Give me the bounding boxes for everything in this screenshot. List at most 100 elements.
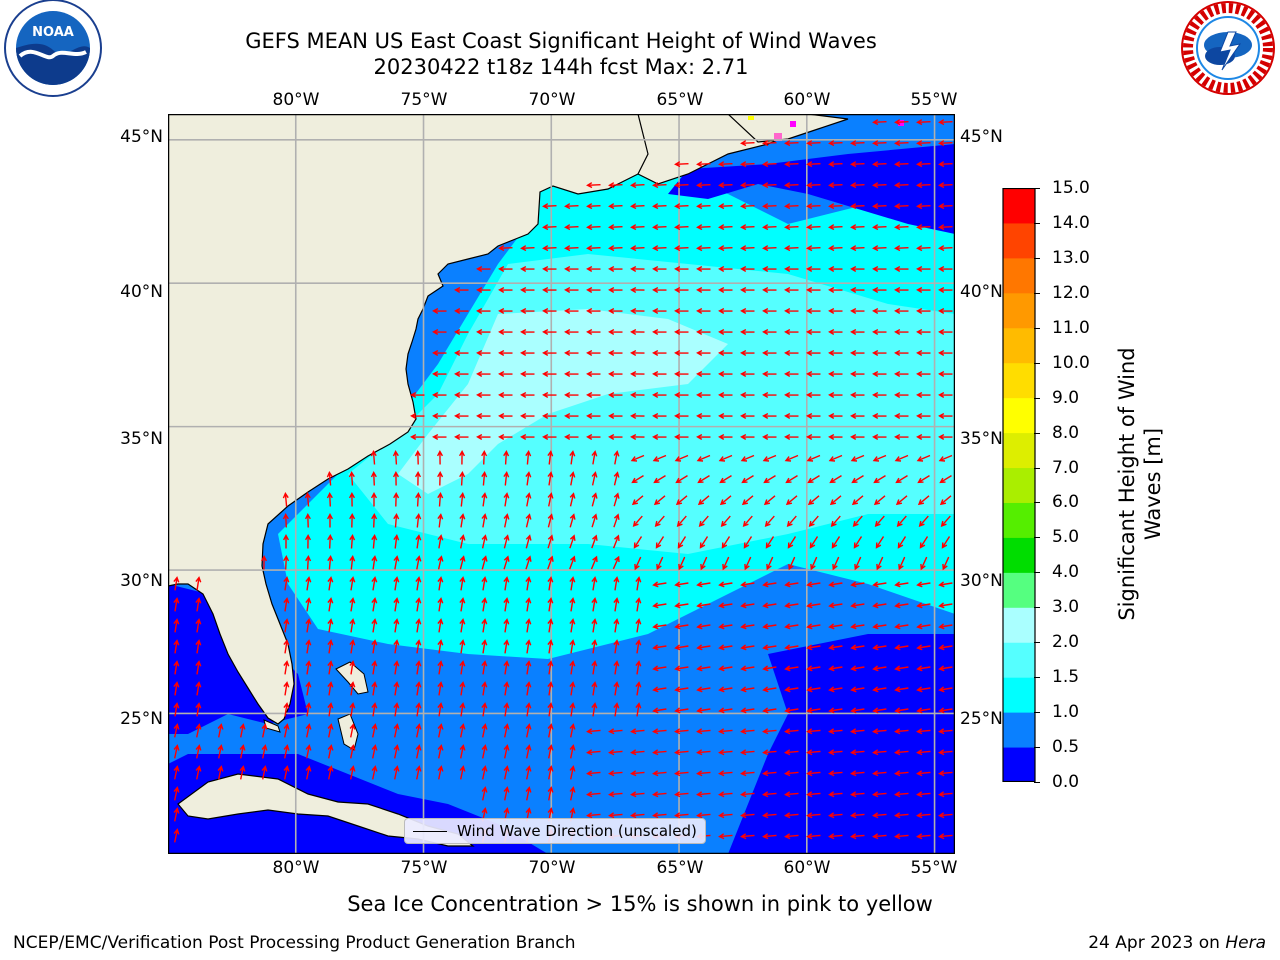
wind-wave-arrow <box>762 812 777 819</box>
colorbar-tick-mark <box>1034 677 1040 679</box>
wind-wave-arrow <box>872 203 887 210</box>
wind-wave-arrow <box>916 644 931 651</box>
wind-wave-arrow <box>283 681 290 696</box>
colorbar-tick-mark <box>1034 188 1040 189</box>
wind-wave-arrow <box>894 454 909 462</box>
wind-wave-arrow <box>938 224 953 231</box>
wind-wave-arrow <box>763 495 776 506</box>
wind-wave-arrow <box>696 707 711 714</box>
wind-wave-arrow <box>481 492 488 507</box>
wind-wave-arrow <box>718 307 733 315</box>
wind-wave-arrow <box>476 370 491 378</box>
wind-wave-arrow <box>762 602 777 609</box>
wind-wave-arrow <box>503 786 510 801</box>
wind-wave-arrow <box>371 681 378 696</box>
wind-wave-arrow <box>547 786 554 801</box>
wind-wave-arrow <box>261 744 268 759</box>
wind-wave-arrow <box>613 450 620 465</box>
wind-wave-arrow <box>173 681 180 696</box>
wind-wave-arrow <box>894 833 909 840</box>
wind-wave-arrow <box>608 812 623 819</box>
wind-wave-arrow <box>916 454 931 462</box>
wind-wave-arrow <box>652 812 667 819</box>
wind-wave-arrow <box>195 618 202 633</box>
wind-wave-arrow <box>520 433 535 441</box>
wind-wave-arrow <box>613 702 620 717</box>
wind-wave-arrow <box>916 623 931 630</box>
wind-wave-arrow <box>586 203 601 210</box>
wind-wave-arrow <box>630 265 645 273</box>
wind-wave-arrow <box>916 307 931 315</box>
wind-wave-arrow <box>872 224 887 231</box>
wind-wave-arrow <box>393 576 400 591</box>
wind-wave-arrow <box>503 618 510 633</box>
wind-wave-arrow <box>828 728 843 735</box>
wind-wave-arrow <box>806 833 821 840</box>
wind-wave-arrow <box>414 450 421 465</box>
wind-wave-arrow <box>370 492 378 507</box>
wind-wave-arrow <box>850 307 865 315</box>
wind-wave-arrow <box>828 245 843 252</box>
wind-wave-arrow <box>239 744 246 759</box>
wind-wave-arrow <box>850 728 865 735</box>
wind-wave-arrow <box>674 602 689 609</box>
wind-wave-arrow <box>283 702 290 717</box>
wind-wave-arrow <box>742 515 753 527</box>
wind-wave-arrow <box>828 581 843 588</box>
wind-wave-arrow <box>436 450 444 465</box>
wind-wave-arrow <box>498 349 513 357</box>
map-legend: Wind Wave Direction (unscaled) <box>404 818 706 844</box>
wind-wave-arrow <box>740 265 755 273</box>
wind-wave-arrow <box>939 495 952 506</box>
wind-wave-arrow <box>850 623 865 630</box>
wind-wave-arrow <box>872 286 887 294</box>
wind-wave-arrow <box>696 581 711 588</box>
wind-wave-arrow <box>437 660 444 675</box>
wind-wave-arrow <box>630 812 645 819</box>
wind-wave-arrow <box>525 471 532 486</box>
wind-wave-arrow <box>916 265 931 273</box>
wind-wave-arrow <box>608 728 623 735</box>
wind-wave-arrow <box>503 765 510 780</box>
wind-wave-arrow <box>810 556 818 571</box>
wind-wave-arrow <box>938 454 953 462</box>
wind-wave-arrow <box>696 245 711 252</box>
wind-wave-arrow <box>851 475 864 484</box>
wind-wave-arrow <box>481 450 488 465</box>
wind-wave-arrow <box>608 307 623 315</box>
wind-wave-arrow <box>608 286 623 294</box>
sea-ice <box>790 121 796 127</box>
wind-wave-arrow <box>784 391 799 399</box>
wind-wave-arrow <box>305 681 312 696</box>
wind-wave-arrow <box>635 576 642 591</box>
wind-wave-arrow <box>696 286 711 294</box>
wind-wave-arrow <box>547 618 554 633</box>
wind-wave-arrow <box>481 513 488 528</box>
wind-wave-arrow <box>525 639 532 654</box>
wind-wave-arrow <box>894 286 909 294</box>
wind-wave-arrow <box>696 349 711 357</box>
lat-tick-left: 40°N <box>120 282 163 302</box>
wind-wave-arrow <box>784 328 799 336</box>
wind-wave-arrow <box>520 286 535 294</box>
wind-wave-arrow <box>454 433 469 441</box>
wind-wave-arrow <box>564 307 579 315</box>
wind-wave-arrow <box>674 307 689 315</box>
wind-wave-arrow <box>894 412 909 420</box>
wind-wave-arrow <box>569 639 576 654</box>
wind-wave-arrow <box>371 639 378 654</box>
wind-wave-arrow <box>371 576 378 591</box>
wind-wave-arrow <box>608 265 623 273</box>
wind-wave-arrow <box>722 556 730 571</box>
wind-wave-arrow <box>282 534 290 549</box>
wave-zone-0.0 <box>668 144 955 234</box>
wind-wave-arrow <box>898 556 906 571</box>
wind-wave-arrow <box>590 555 598 570</box>
wind-wave-arrow <box>195 639 202 654</box>
wind-wave-arrow <box>415 618 422 633</box>
wind-wave-arrow <box>762 791 777 798</box>
wind-wave-arrow <box>327 576 334 591</box>
wind-wave-arrow <box>786 515 797 527</box>
wind-wave-arrow <box>784 770 799 777</box>
colorbar-tick-label: 13.0 <box>1052 247 1090 268</box>
